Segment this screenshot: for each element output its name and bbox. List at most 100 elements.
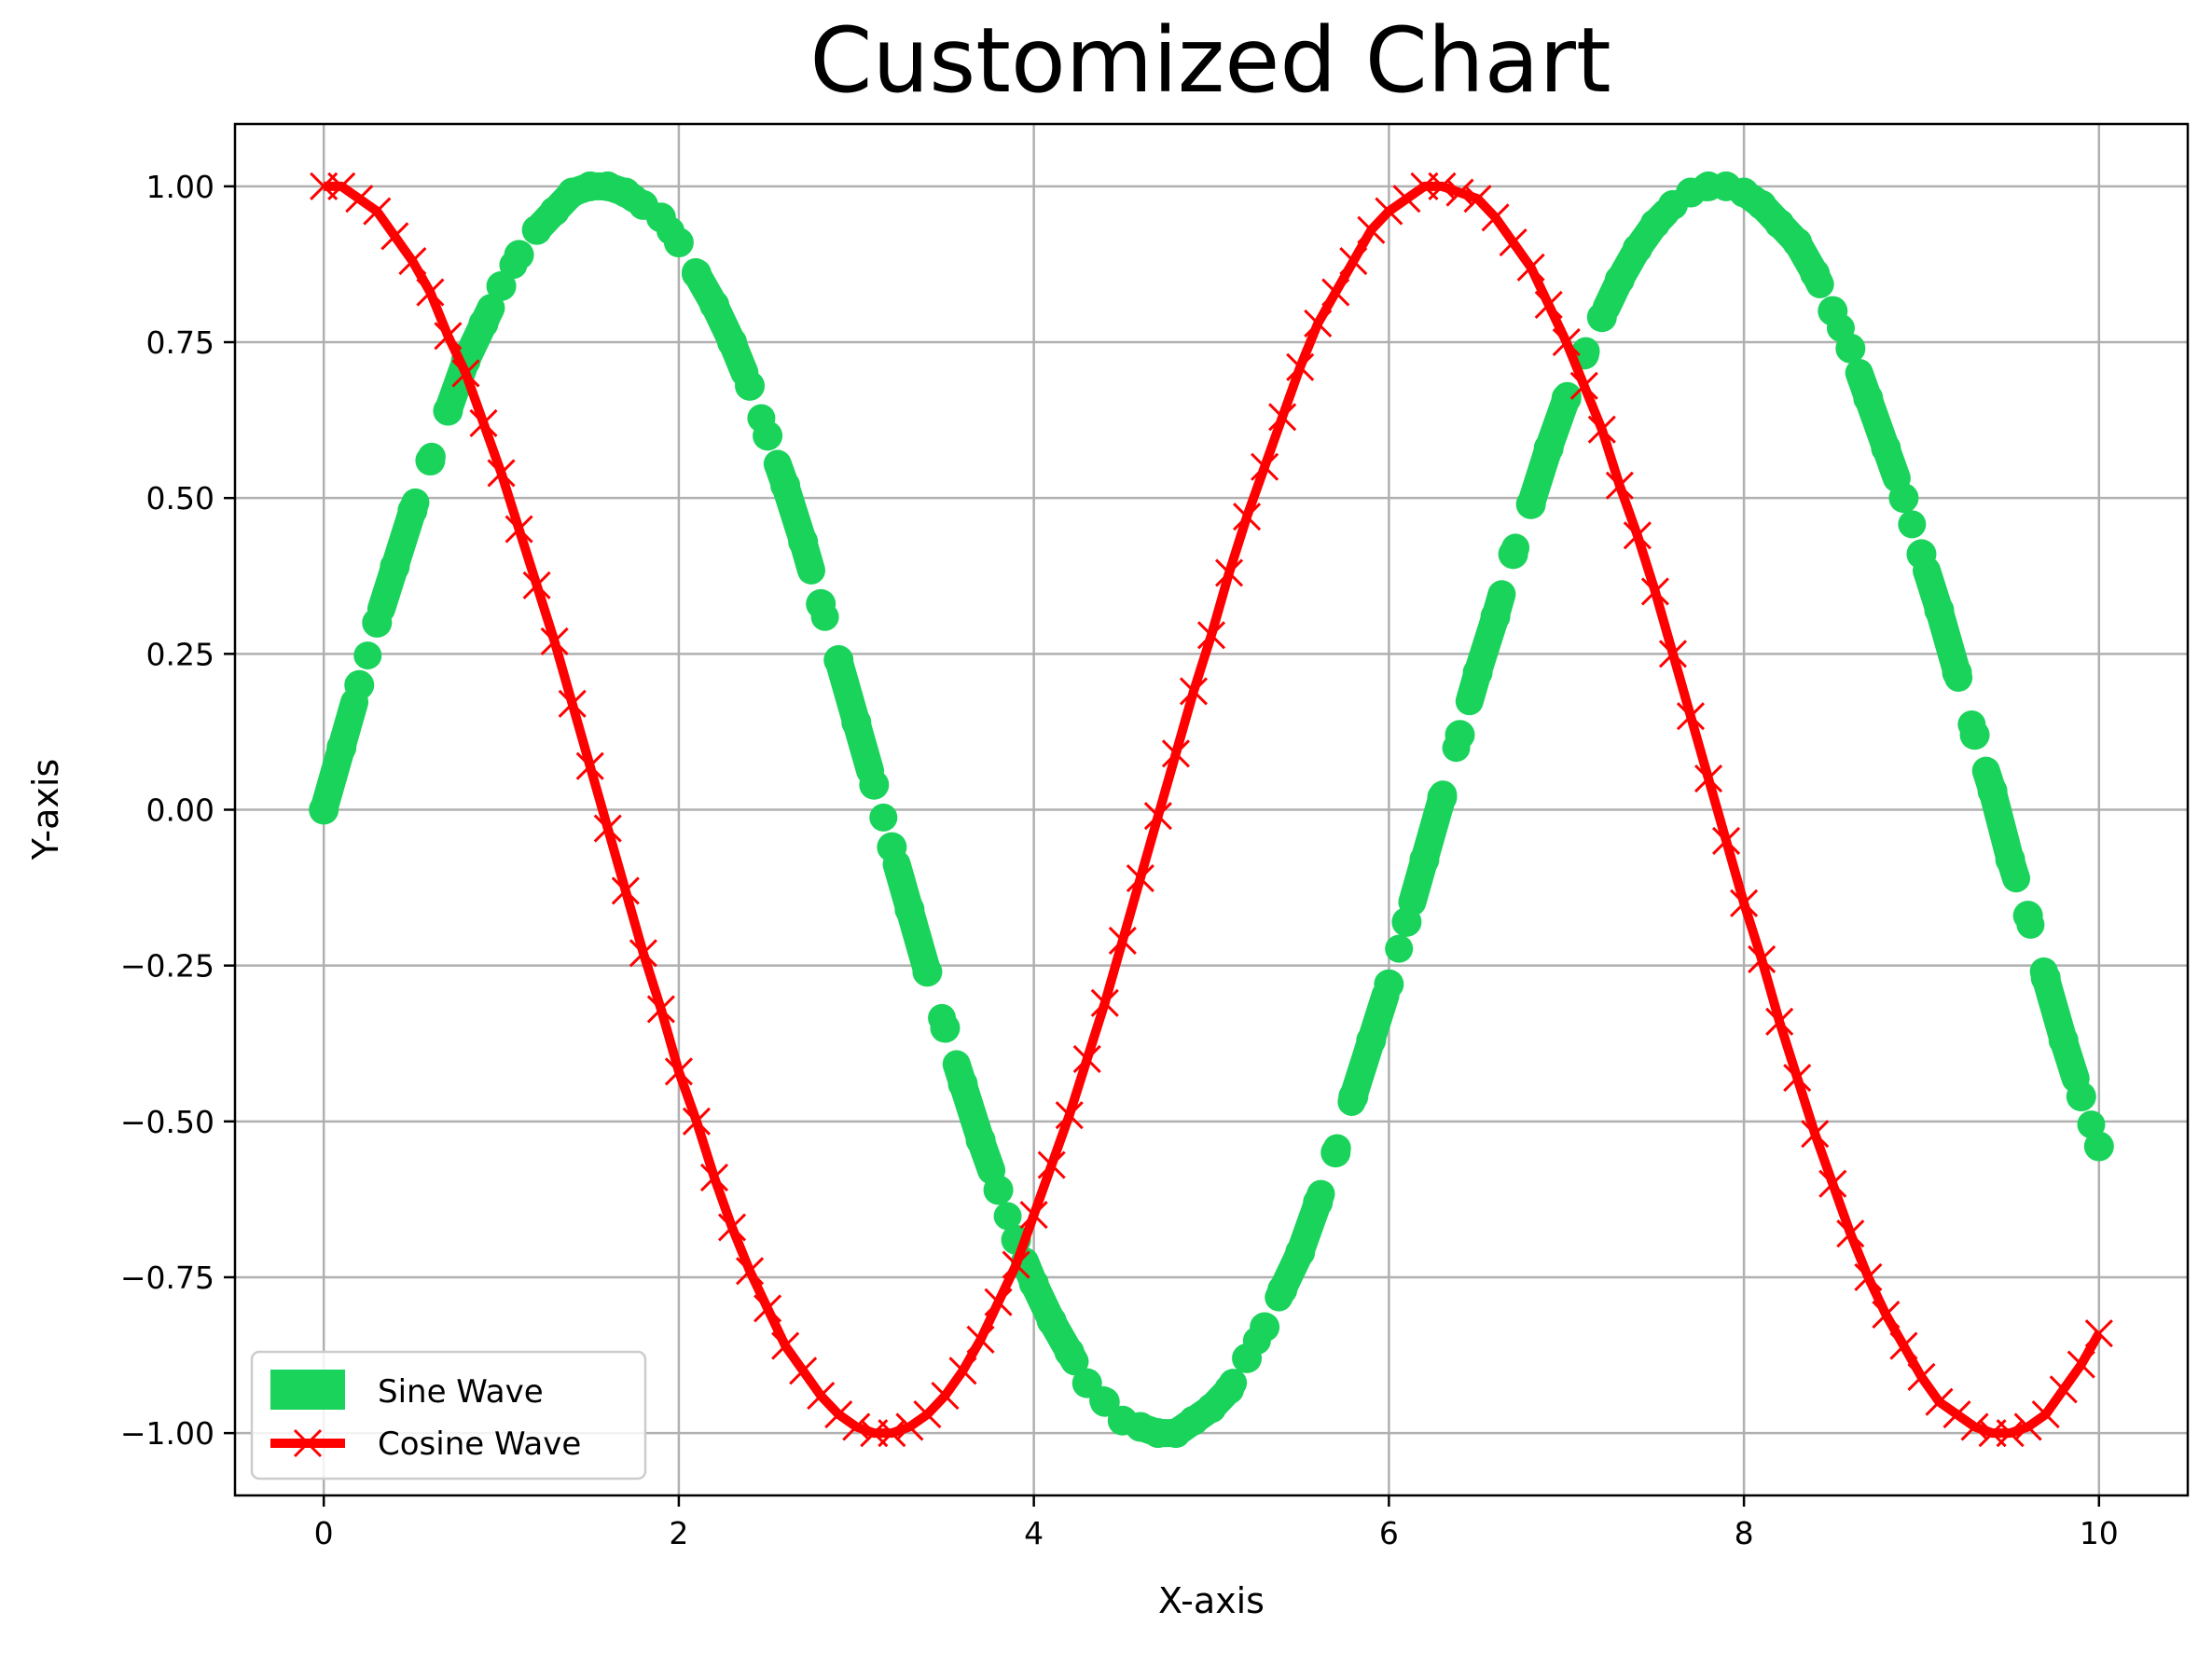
- cosine-wave-point: [575, 751, 604, 780]
- cosine-wave-point: [2013, 1412, 2042, 1441]
- sine-wave-point: [309, 794, 339, 825]
- sine-wave-point: [397, 495, 428, 526]
- y-tick-label: −0.50: [120, 1104, 214, 1140]
- cosine-wave-point: [771, 1331, 800, 1360]
- cosine-wave-point: [487, 459, 516, 488]
- series-layer: [309, 171, 2114, 1449]
- sine-wave-point: [983, 1175, 1014, 1205]
- legend: Sine Wave Cosine Wave: [250, 1350, 647, 1481]
- cosine-wave-point: [1126, 863, 1154, 893]
- cosine-wave-point: [1375, 197, 1403, 226]
- cosine-wave-point: [1161, 739, 1190, 768]
- cosine-wave-point: [1445, 178, 1474, 207]
- cosine-wave-point: [2084, 1319, 2113, 1348]
- sine-wave-point: [1267, 1274, 1298, 1305]
- x-tick-label: 10: [2080, 1515, 2119, 1551]
- cosine-wave-point: [2049, 1375, 2078, 1404]
- sine-wave-point: [859, 769, 890, 800]
- legend-label-sine-wave: Sine Wave: [378, 1373, 544, 1411]
- cosine-wave-point: [2067, 1350, 2095, 1379]
- cosine-wave-point: [1286, 352, 1315, 381]
- sine-wave-point: [1782, 227, 1813, 258]
- cosine-wave-point: [1233, 503, 1262, 531]
- cosine-wave-point: [1694, 765, 1723, 793]
- sine-wave-point: [1232, 1343, 1263, 1373]
- sine-wave-point: [735, 370, 766, 401]
- sine-wave-point: [1533, 433, 1564, 463]
- sine-wave-point: [912, 957, 943, 987]
- cosine-wave-point: [646, 995, 675, 1024]
- cosine-wave-point: [948, 1357, 977, 1385]
- sine-wave-point: [947, 1068, 978, 1099]
- y-tick-label: 0.75: [146, 324, 214, 361]
- sine-wave-point: [380, 551, 410, 582]
- cosine-wave-point: [1640, 577, 1669, 606]
- sine-wave-point: [1036, 1305, 1067, 1336]
- sine-wave-point: [1835, 333, 1866, 364]
- sine-wave-point: [681, 258, 712, 289]
- cosine-wave-point: [611, 876, 640, 905]
- cosine-wave-point: [1854, 1262, 1883, 1292]
- sine-wave-point: [1498, 539, 1528, 570]
- x-axis-label: X-axis: [1158, 1580, 1265, 1621]
- cosine-wave-point: [1605, 471, 1634, 500]
- cosine-wave-point: [1002, 1250, 1030, 1279]
- cosine-wave-point: [451, 359, 480, 388]
- sine-wave-point: [1551, 383, 1582, 414]
- y-tick-label: 1.00: [146, 169, 214, 205]
- cosine-wave-point: [1587, 415, 1616, 444]
- sine-wave-point: [823, 645, 854, 676]
- sine-wave-point: [698, 289, 729, 320]
- sine-wave-point: [2083, 1131, 2114, 1162]
- cosine-wave-point: [1730, 888, 1759, 917]
- cosine-wave-point: [966, 1325, 995, 1354]
- legend-entry-cosine-wave: Cosine Wave: [270, 1426, 581, 1463]
- cosine-wave-point: [1996, 1419, 2025, 1448]
- cosine-wave-point: [1748, 944, 1777, 974]
- sine-wave-point: [1586, 302, 1617, 333]
- cosine-wave-point: [717, 1213, 747, 1242]
- cosine-wave-point: [1960, 1412, 1989, 1441]
- cosine-wave-point: [1304, 309, 1333, 338]
- sine-wave-point: [753, 420, 783, 451]
- sine-wave-point: [1303, 1187, 1334, 1218]
- sine-wave-point: [1924, 595, 1955, 626]
- sine-wave-point: [806, 588, 836, 619]
- cosine-wave-point: [1499, 227, 1528, 257]
- cosine-wave-point: [1037, 1150, 1066, 1179]
- cosine-wave-point: [984, 1288, 1013, 1316]
- grid-lines: [235, 124, 2188, 1495]
- x-tick-label: 4: [1024, 1515, 1044, 1551]
- sine-wave-point: [645, 202, 676, 233]
- cosine-wave-point: [753, 1294, 782, 1323]
- cosine-wave-point: [1818, 1169, 1847, 1198]
- legend-swatch-sine-wave: [270, 1370, 345, 1410]
- legend-entry-sine-wave: Sine Wave: [270, 1370, 544, 1411]
- cosine-wave-point: [1392, 185, 1421, 214]
- sine-wave-point: [770, 470, 801, 501]
- sine-wave-point: [1995, 844, 2025, 875]
- cosine-wave-point: [1623, 521, 1652, 550]
- sine-wave-point: [326, 732, 357, 763]
- sine-wave-point: [663, 227, 694, 258]
- sine-wave-point: [1320, 1137, 1351, 1168]
- sine-wave-point: [539, 196, 570, 227]
- cosine-wave-point: [1534, 290, 1563, 319]
- cosine-wave-point: [1783, 1063, 1812, 1093]
- y-tick-label: 0.25: [146, 636, 214, 672]
- cosine-wave-point: [895, 1412, 924, 1441]
- cosine-wave-point: [789, 1357, 818, 1385]
- cosine-wave-point: [1179, 677, 1209, 706]
- cosine-wave-point: [682, 1107, 712, 1136]
- axis-ticks: 0 2 4 6 8 10 1.00 0.75 0.50 0.25 0.00 −0.25 −0.50 −0.…: [120, 169, 2119, 1551]
- cosine-wave-point: [1836, 1219, 1865, 1248]
- cosine-wave-point: [1552, 327, 1581, 357]
- cosine-wave-point: [345, 185, 374, 214]
- sine-wave-point: [717, 327, 748, 358]
- cosine-wave-point: [469, 408, 498, 438]
- sine-wave-point: [788, 526, 819, 557]
- cosine-wave-point: [363, 197, 392, 226]
- sine-wave-point: [504, 240, 534, 270]
- sine-wave-point: [433, 395, 463, 426]
